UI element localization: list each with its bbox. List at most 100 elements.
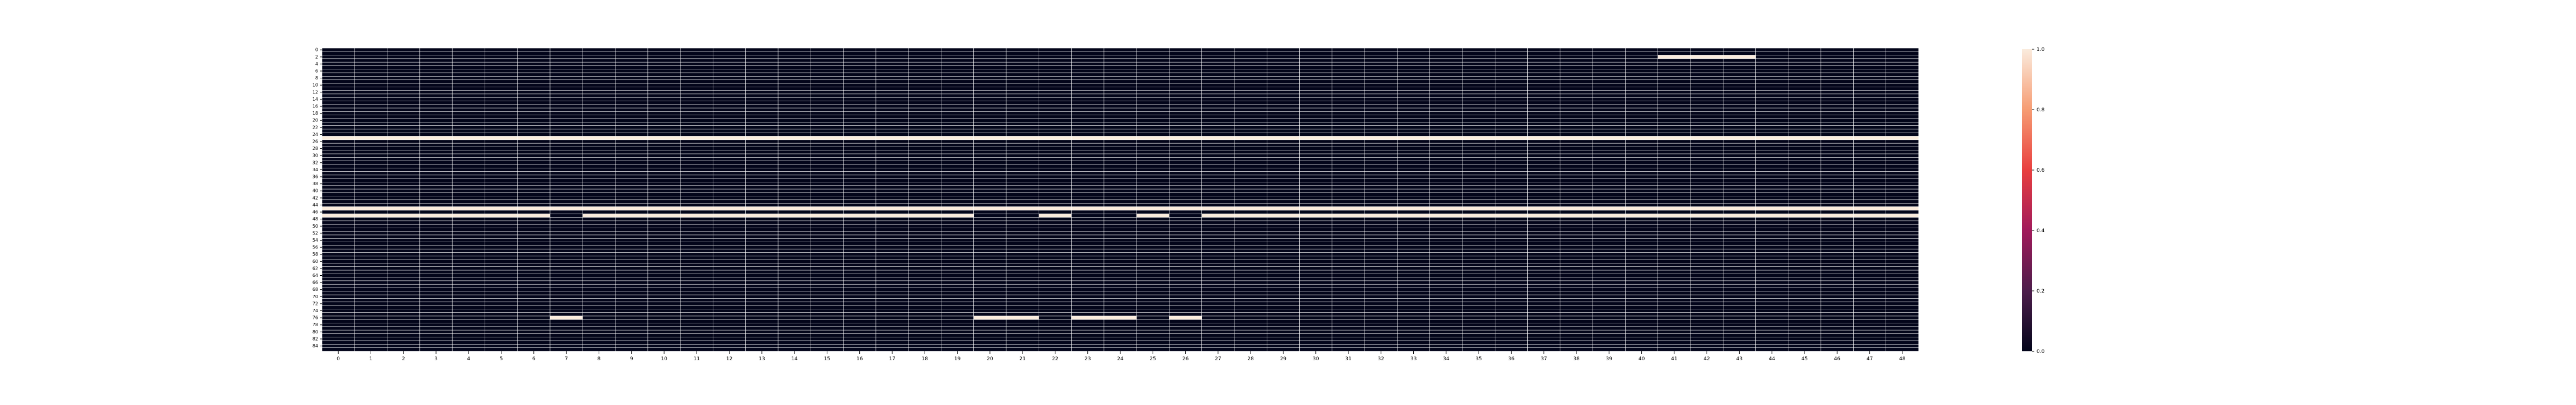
heatmap-cell [1104,252,1137,257]
heatmap-cell [1462,284,1495,288]
heatmap-cell [1397,234,1431,239]
heatmap-cell [647,220,681,225]
heatmap-cell [1690,220,1723,225]
heatmap-cell [419,206,453,211]
heatmap-cell [647,167,681,172]
heatmap-cell [1625,319,1659,323]
heatmap-cell [550,277,583,281]
heatmap-cell [1169,118,1202,123]
heatmap-cell [1527,182,1561,186]
y-tick-label: 44 [312,202,318,208]
heatmap-cell [908,125,941,130]
heatmap-cell [1722,164,1756,168]
heatmap-cell [680,252,713,257]
heatmap-cell [615,189,648,193]
heatmap-cell [1527,199,1561,204]
heatmap-cell [1462,62,1495,66]
heatmap-cell [1853,62,1887,66]
heatmap-cell [1006,315,1039,320]
heatmap-cell [1722,175,1756,179]
heatmap-cell [1006,326,1039,331]
heatmap-cell [387,139,420,144]
heatmap-cell [1820,228,1854,232]
heatmap-cell [1006,333,1039,338]
heatmap-cell [1820,107,1854,112]
heatmap-cell [778,115,811,119]
heatmap-cell [550,167,583,172]
heatmap-cell [778,298,811,303]
heatmap-cell [321,284,355,288]
heatmap-cell [452,284,485,288]
heatmap-cell [387,129,420,133]
heatmap-cell [452,129,485,133]
heatmap-cell [1397,315,1431,320]
heatmap-cell [1886,245,1919,249]
heatmap-cell [647,280,681,285]
heatmap-cell [615,305,648,309]
heatmap-cell [713,107,746,112]
heatmap-cell [1592,329,1626,334]
heatmap-cell [1592,270,1626,274]
heatmap-cell [354,125,387,130]
heatmap-cell [1136,118,1169,123]
heatmap-cell [1104,288,1137,292]
heatmap-cell [1560,274,1593,277]
heatmap-cell [1722,182,1756,186]
heatmap-cell [1071,164,1105,168]
heatmap-cell [1560,48,1593,52]
heatmap-cell [550,129,583,133]
heatmap-cell [647,189,681,193]
heatmap-cell [1592,79,1626,84]
heatmap-cell [1560,220,1593,225]
heatmap-cell [908,326,941,331]
heatmap-cell [419,55,453,59]
heatmap-cell [550,228,583,232]
heatmap-cell [1397,115,1431,119]
heatmap-cell [321,167,355,172]
heatmap-cell [875,104,909,109]
heatmap-cell [1788,115,1821,119]
heatmap-cell [419,202,453,207]
heatmap-cell [1853,164,1887,168]
heatmap-cell [647,256,681,260]
heatmap-cell [1429,143,1463,147]
heatmap-cell [1658,111,1691,116]
heatmap-cell [1722,107,1756,112]
heatmap-cell [680,245,713,249]
heatmap-cell [1625,291,1659,295]
heatmap-cell [419,315,453,320]
heatmap-cell [1234,107,1267,112]
heatmap-cell [615,93,648,98]
x-tick-label: 17 [889,356,895,362]
heatmap-cell [1429,157,1463,161]
heatmap-cell [875,69,909,73]
heatmap-cell [1201,90,1235,95]
heatmap-cell [1658,157,1691,161]
heatmap-cell [517,347,551,352]
heatmap-cell [1104,65,1137,70]
heatmap-cell [1722,256,1756,260]
heatmap-cell [1625,147,1659,151]
heatmap-cell [1006,284,1039,288]
heatmap-cell [1886,319,1919,323]
heatmap-cell [1038,252,1072,257]
heatmap-cell [1201,58,1235,63]
heatmap-cell [387,288,420,292]
heatmap-cell [387,252,420,257]
heatmap-cell [1332,150,1365,154]
heatmap-cell [517,217,551,222]
heatmap-cell [1266,213,1300,218]
heatmap-cell [1494,309,1528,313]
heatmap-cell [680,118,713,123]
heatmap-cell [1886,192,1919,196]
heatmap-cell [1104,305,1137,309]
heatmap-cell [321,326,355,331]
heatmap-cell [1234,280,1267,285]
x-tick-label: 14 [791,356,798,362]
heatmap-cell [1397,231,1431,236]
heatmap-cell [941,340,974,345]
heatmap-cell [745,143,779,147]
heatmap-cell [419,62,453,66]
heatmap-cell [1592,309,1626,313]
heatmap-cell [387,171,420,176]
